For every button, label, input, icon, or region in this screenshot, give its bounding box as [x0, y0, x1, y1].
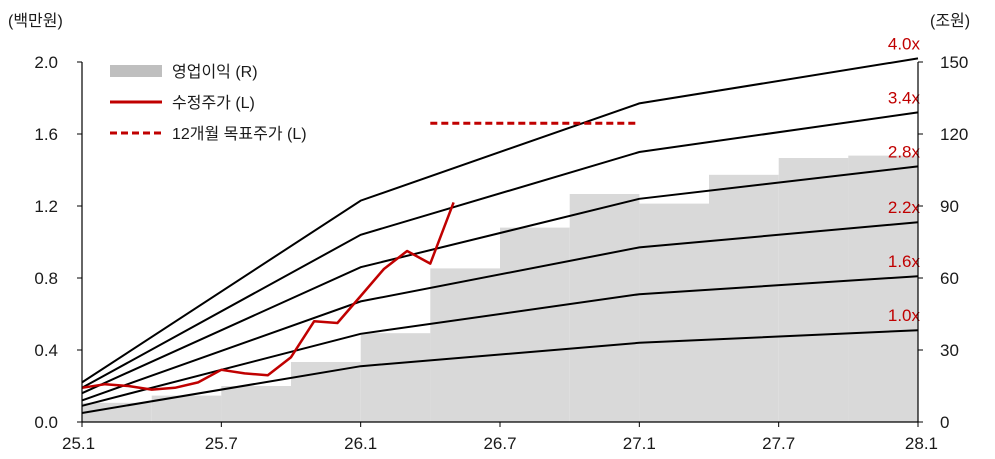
operating-profit-bar-2 — [221, 386, 291, 422]
x-tick-label-6: 28.1 — [905, 434, 938, 453]
operating-profit-bar-9 — [709, 174, 779, 422]
right-tick-label-1: 30 — [940, 341, 959, 360]
x-tick-label-0: 25.1 — [62, 434, 95, 453]
right-tick-label-5: 150 — [940, 53, 968, 72]
left-tick-label-1: 0.4 — [34, 341, 58, 360]
pbr-band-label-0: 1.0x — [888, 306, 921, 325]
x-tick-label-5: 27.7 — [762, 434, 795, 453]
left-tick-label-2: 0.8 — [34, 269, 58, 288]
pbr-band-label-3: 2.8x — [888, 142, 921, 161]
pbr-band-5 — [81, 57, 919, 384]
legend-label-0: 영업이익 (R) — [172, 63, 258, 81]
pbr-band-label-1: 1.6x — [888, 252, 921, 271]
pbr-band-0 — [81, 329, 919, 414]
operating-profit-bars — [82, 155, 918, 422]
pbr-band-2 — [81, 221, 919, 402]
operating-profit-bar-8 — [639, 203, 709, 422]
operating-profit-bar-4 — [360, 333, 431, 422]
left-axis-unit: (백만원) — [8, 12, 63, 30]
x-tick-label-2: 26.1 — [344, 434, 377, 453]
left-tick-label-4: 1.6 — [34, 125, 58, 144]
right-axis-ticks: 0 30 60 90 120 150 — [918, 53, 968, 432]
legend-label-2: 12개월 목표주가 (L) — [172, 125, 307, 143]
adjusted-price-series — [81, 201, 455, 391]
pbr-band-4 — [81, 111, 919, 389]
left-tick-label-5: 2.0 — [34, 53, 58, 72]
x-tick-label-3: 26.7 — [483, 434, 516, 453]
right-tick-label-2: 60 — [940, 269, 959, 288]
legend-swatch-bar — [110, 65, 162, 77]
x-tick-label-4: 27.1 — [623, 434, 656, 453]
right-tick-label-3: 90 — [940, 197, 959, 216]
right-axis-unit: (조원) — [930, 12, 970, 30]
pbr-band-labels: 1.0x 1.6x 2.2x 2.8x 3.4x 4.0x — [888, 34, 921, 325]
right-tick-label-0: 0 — [940, 413, 949, 432]
x-tick-label-1: 25.7 — [205, 434, 238, 453]
operating-profit-bar-0 — [82, 402, 152, 422]
pbr-band-label-2: 2.2x — [888, 198, 921, 217]
pbr-band-3 — [81, 165, 919, 395]
pbr-band-label-5: 4.0x — [888, 34, 921, 53]
operating-profit-bar-6 — [500, 227, 570, 422]
operating-profit-bar-10 — [778, 158, 849, 422]
legend-label-1: 수정주가 (L) — [172, 94, 255, 112]
pbr-band-label-4: 3.4x — [888, 88, 921, 107]
adjusted-price-line — [81, 201, 455, 391]
x-axis-ticks: 25.1 25.7 26.1 26.7 27.1 27.7 28.1 — [62, 422, 938, 453]
operating-profit-bar-11 — [848, 155, 918, 422]
left-tick-label-3: 1.2 — [34, 197, 58, 216]
left-axis-ticks: 0.0 0.4 0.8 1.2 1.6 2.0 — [34, 53, 82, 432]
left-tick-label-0: 0.0 — [34, 413, 58, 432]
legend: 영업이익 (R) 수정주가 (L) 12개월 목표주가 (L) — [110, 63, 307, 143]
right-tick-label-4: 120 — [940, 125, 968, 144]
operating-profit-bar-5 — [430, 268, 500, 422]
operating-profit-bar-7 — [569, 194, 640, 422]
operating-profit-bar-3 — [291, 362, 361, 422]
